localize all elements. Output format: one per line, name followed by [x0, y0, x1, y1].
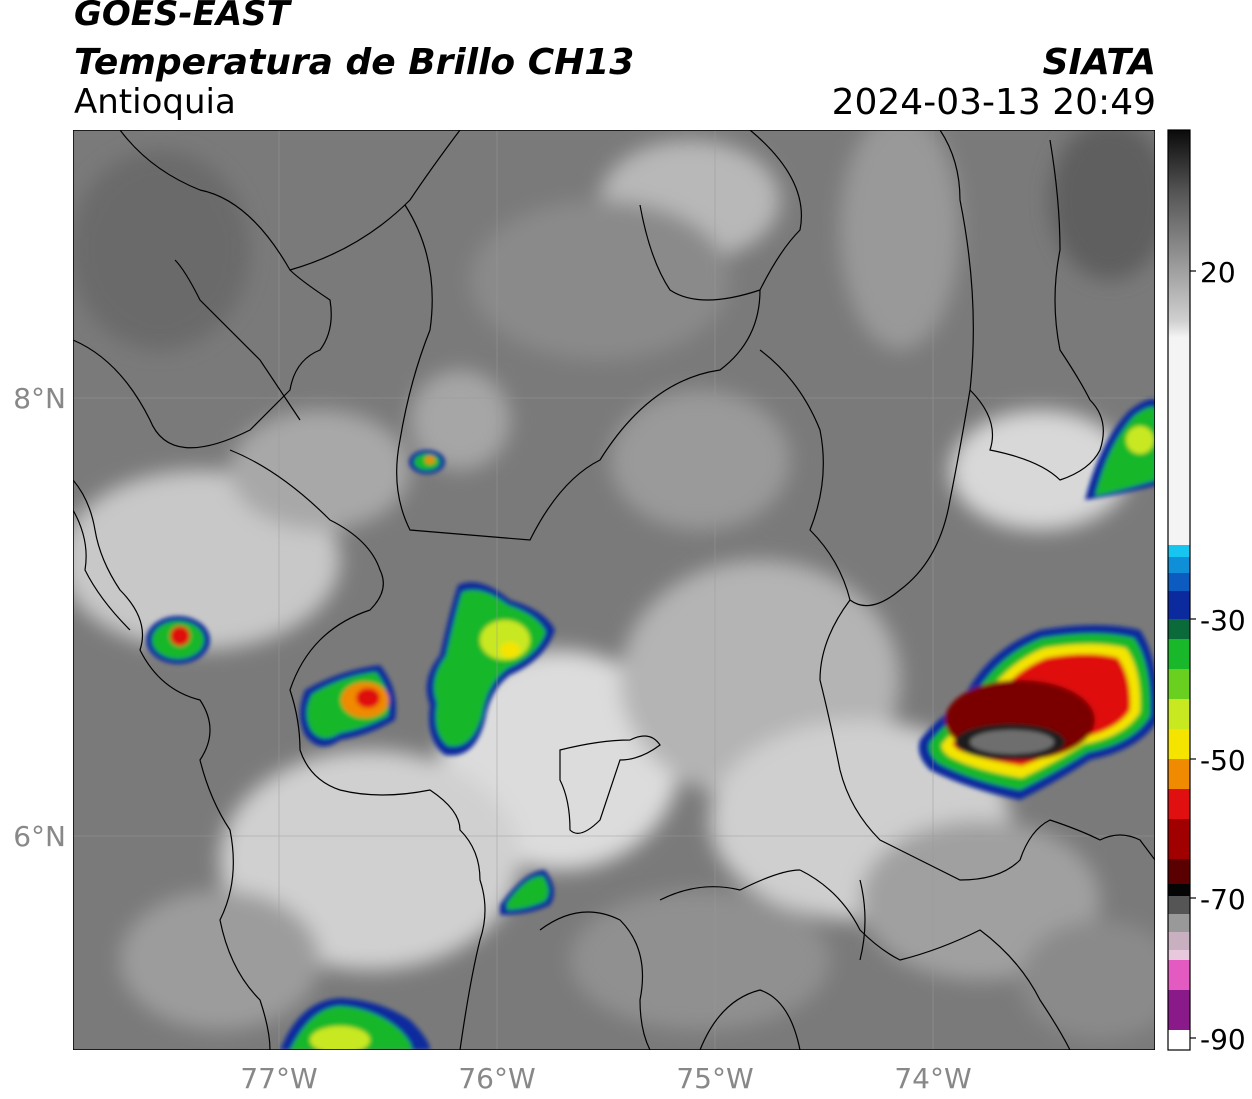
- lat-tick-8n: 8°N: [13, 382, 66, 415]
- colorbar: 20 -30 -50 -70 -90: [1167, 129, 1246, 1056]
- colorbar-tick-minus30: -30: [1200, 604, 1246, 637]
- datetime-label: 2024-03-13 20:49: [831, 82, 1156, 123]
- colorbar-tick-minus50: -50: [1200, 744, 1246, 777]
- boundaries: [73, 130, 1155, 1050]
- lon-tick-74w: 74°W: [894, 1062, 971, 1095]
- lon-tick-77w: 77°W: [240, 1062, 317, 1095]
- map-panel: [73, 130, 1155, 1050]
- satellite-title: GOES-EAST: [74, 0, 290, 34]
- lon-tick-75w: 75°W: [676, 1062, 753, 1095]
- region-label: Antioquia: [74, 82, 236, 122]
- gridlines: [73, 130, 1155, 1050]
- lon-tick-76w: 76°W: [458, 1062, 535, 1095]
- convective-cells: [146, 398, 1155, 1050]
- lat-tick-6n: 6°N: [13, 820, 66, 853]
- latitude-tick-labels: 8°N 6°N: [13, 382, 66, 853]
- product-title: Temperatura de Brillo CH13: [74, 42, 635, 83]
- agency-label: SIATA: [1042, 42, 1156, 83]
- colorbar-tick-minus70: -70: [1200, 883, 1246, 916]
- longitude-tick-labels: 77°W 76°W 75°W 74°W: [240, 1062, 971, 1095]
- colorbar-tick-20: 20: [1200, 256, 1236, 289]
- colorbar-tick-minus90: -90: [1200, 1023, 1246, 1056]
